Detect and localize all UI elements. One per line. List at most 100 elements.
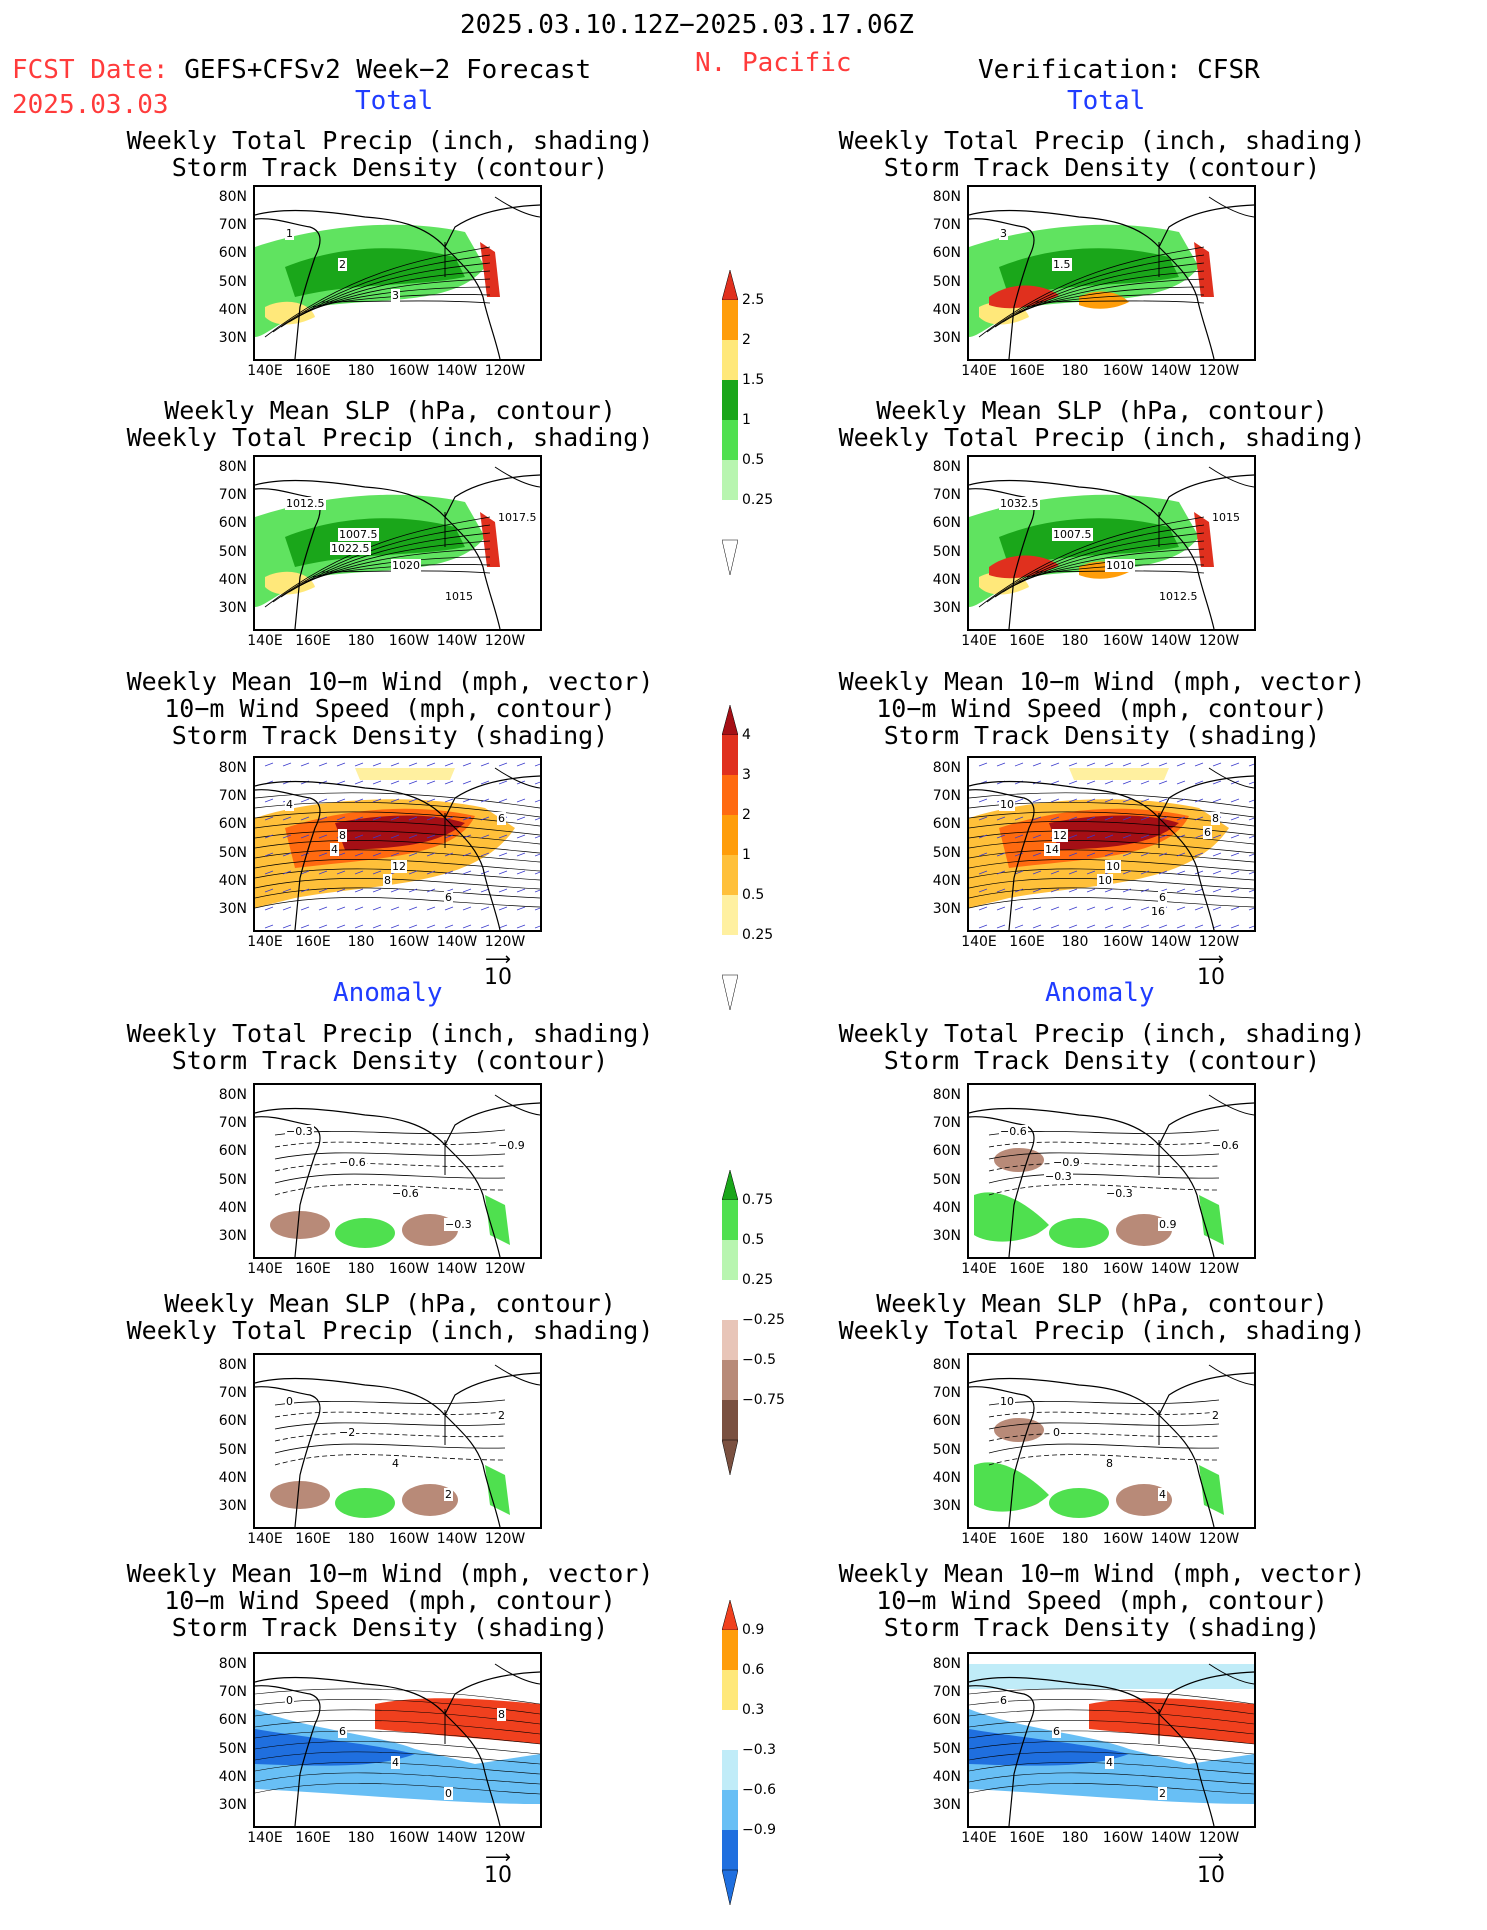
lon-tick-label: 140E [247, 1261, 283, 1277]
vector-ref-value: 10 [1197, 1863, 1225, 1888]
contour-label: 4 [285, 798, 294, 811]
lon-tick-label: 120W [1198, 934, 1240, 950]
lon-tick-label: 120W [1198, 1531, 1240, 1547]
lat-tick-label: 80N [932, 1656, 961, 1672]
lat-tick-label: 50N [218, 274, 247, 290]
panel-title: Weekly Mean SLP (hPa, contour) Weekly To… [126, 396, 654, 452]
contour-label: 1012.5 [285, 497, 326, 510]
panel-title: Weekly Mean SLP (hPa, contour) Weekly To… [838, 396, 1366, 452]
contour-label: 1020 [391, 559, 421, 572]
lat-tick-label: 80N [218, 189, 247, 205]
contour-label: 2 [1211, 1409, 1220, 1422]
verification-label: Verification: CFSR [978, 55, 1260, 85]
lon-tick-label: 140W [1150, 363, 1192, 379]
contour-label: −0.3 [285, 1125, 314, 1138]
contour-label: 0 [444, 1787, 453, 1800]
contour-label: 14 [1044, 843, 1060, 856]
lon-tick-label: 120W [1198, 363, 1240, 379]
lon-tick-label: 120W [484, 633, 526, 649]
lat-tick-label: 60N [218, 816, 247, 832]
colorbar-tick-label: 0.75 [742, 1192, 774, 1208]
lat-tick-label: 30N [218, 1797, 247, 1813]
lon-tick-label: 140E [247, 934, 283, 950]
colorbar-tick-label: 3 [742, 767, 751, 783]
lon-tick-label: 180 [347, 363, 375, 379]
lat-tick-label: 30N [218, 330, 247, 346]
lat-tick-label: 70N [932, 788, 961, 804]
map-panel-p5l: 0 −2 4 2 2 [253, 1353, 542, 1529]
contour-label: 4 [391, 1756, 400, 1769]
lat-tick-label: 30N [932, 901, 961, 917]
lat-tick-label: 80N [932, 1087, 961, 1103]
vector-ref-right-anom: ⟶ 10 [1186, 1849, 1236, 1889]
vector-ref-left-anom: ⟶ 10 [473, 1849, 523, 1889]
lat-tick-label: 80N [218, 760, 247, 776]
lon-tick-label: 160E [1009, 1261, 1045, 1277]
lon-tick-label: 140W [436, 1531, 478, 1547]
lat-tick-label: 30N [218, 1228, 247, 1244]
lat-tick-label: 30N [932, 1797, 961, 1813]
lat-tick-label: 70N [218, 217, 247, 233]
contour-label: 16 [1150, 905, 1166, 918]
contour-label: 0.9 [1158, 1218, 1178, 1231]
contour-label: 6 [444, 891, 453, 904]
region-label: N. Pacific [695, 48, 852, 78]
contour-label: 1015 [1211, 511, 1241, 524]
lon-tick-label: 140E [961, 363, 997, 379]
lon-tick-label: 140W [1150, 633, 1192, 649]
vector-ref-value: 10 [484, 1863, 512, 1888]
map-canvas [255, 762, 540, 930]
lat-tick-label: 30N [932, 600, 961, 616]
colorbar-tick-label: 4 [742, 727, 751, 743]
lat-tick-label: 80N [218, 1656, 247, 1672]
contour-label: −0.6 [338, 1156, 367, 1169]
lon-tick-label: 160E [295, 363, 331, 379]
colorbar-tick-label: −0.6 [742, 1782, 776, 1798]
panel-title: Weekly Mean 10−m Wind (mph, vector) 10−m… [838, 1559, 1366, 1642]
lat-tick-label: 80N [218, 1357, 247, 1373]
contour-label: 10 [999, 798, 1015, 811]
lon-tick-label: 120W [484, 1261, 526, 1277]
lat-tick-label: 80N [932, 189, 961, 205]
colorbar-tick-label: 1.5 [742, 372, 765, 388]
map-canvas [969, 1364, 1254, 1527]
lat-tick-label: 60N [932, 515, 961, 531]
vector-ref-right: ⟶ 10 [1186, 951, 1236, 991]
contour-label: 6 [1158, 891, 1167, 904]
lat-tick-label: 70N [218, 487, 247, 503]
lon-tick-label: 160W [388, 363, 430, 379]
lat-tick-label: 80N [932, 760, 961, 776]
lon-tick-label: 140W [436, 1830, 478, 1846]
contour-label: 12 [391, 860, 407, 873]
lon-tick-label: 140E [961, 1261, 997, 1277]
lat-tick-label: 60N [218, 1143, 247, 1159]
lon-tick-label: 160E [1009, 1531, 1045, 1547]
lon-tick-label: 160W [388, 1830, 430, 1846]
contour-label: 1022.5 [330, 542, 371, 555]
right-anomaly-label: Anomaly [1045, 978, 1155, 1008]
colorbar-storm-anomaly [722, 1600, 738, 1906]
lon-tick-label: 160W [1102, 363, 1144, 379]
colorbar-tick-label: 1 [742, 847, 751, 863]
lon-tick-label: 180 [1061, 363, 1089, 379]
colorbar-tick-label: −0.5 [742, 1352, 776, 1368]
contour-label: 3 [999, 227, 1008, 240]
contour-label: 6 [1203, 826, 1212, 839]
contour-label: 6 [338, 1725, 347, 1738]
lat-tick-label: 70N [932, 1684, 961, 1700]
contour-label: 1015 [444, 590, 474, 603]
contour-label: 8 [383, 874, 392, 887]
map-canvas [969, 1094, 1254, 1257]
lon-tick-label: 140W [1150, 1261, 1192, 1277]
contour-label: −0.3 [1105, 1187, 1134, 1200]
lon-tick-label: 140W [436, 363, 478, 379]
lon-tick-label: 160E [1009, 934, 1045, 950]
contour-label: 1032.5 [999, 497, 1040, 510]
contour-label: 6 [1052, 1725, 1061, 1738]
lat-tick-label: 50N [932, 1172, 961, 1188]
lat-tick-label: 70N [932, 1385, 961, 1401]
contour-label: 1007.5 [338, 528, 379, 541]
lat-tick-label: 50N [218, 1442, 247, 1458]
lon-tick-label: 140E [247, 1531, 283, 1547]
lat-tick-label: 50N [932, 1442, 961, 1458]
